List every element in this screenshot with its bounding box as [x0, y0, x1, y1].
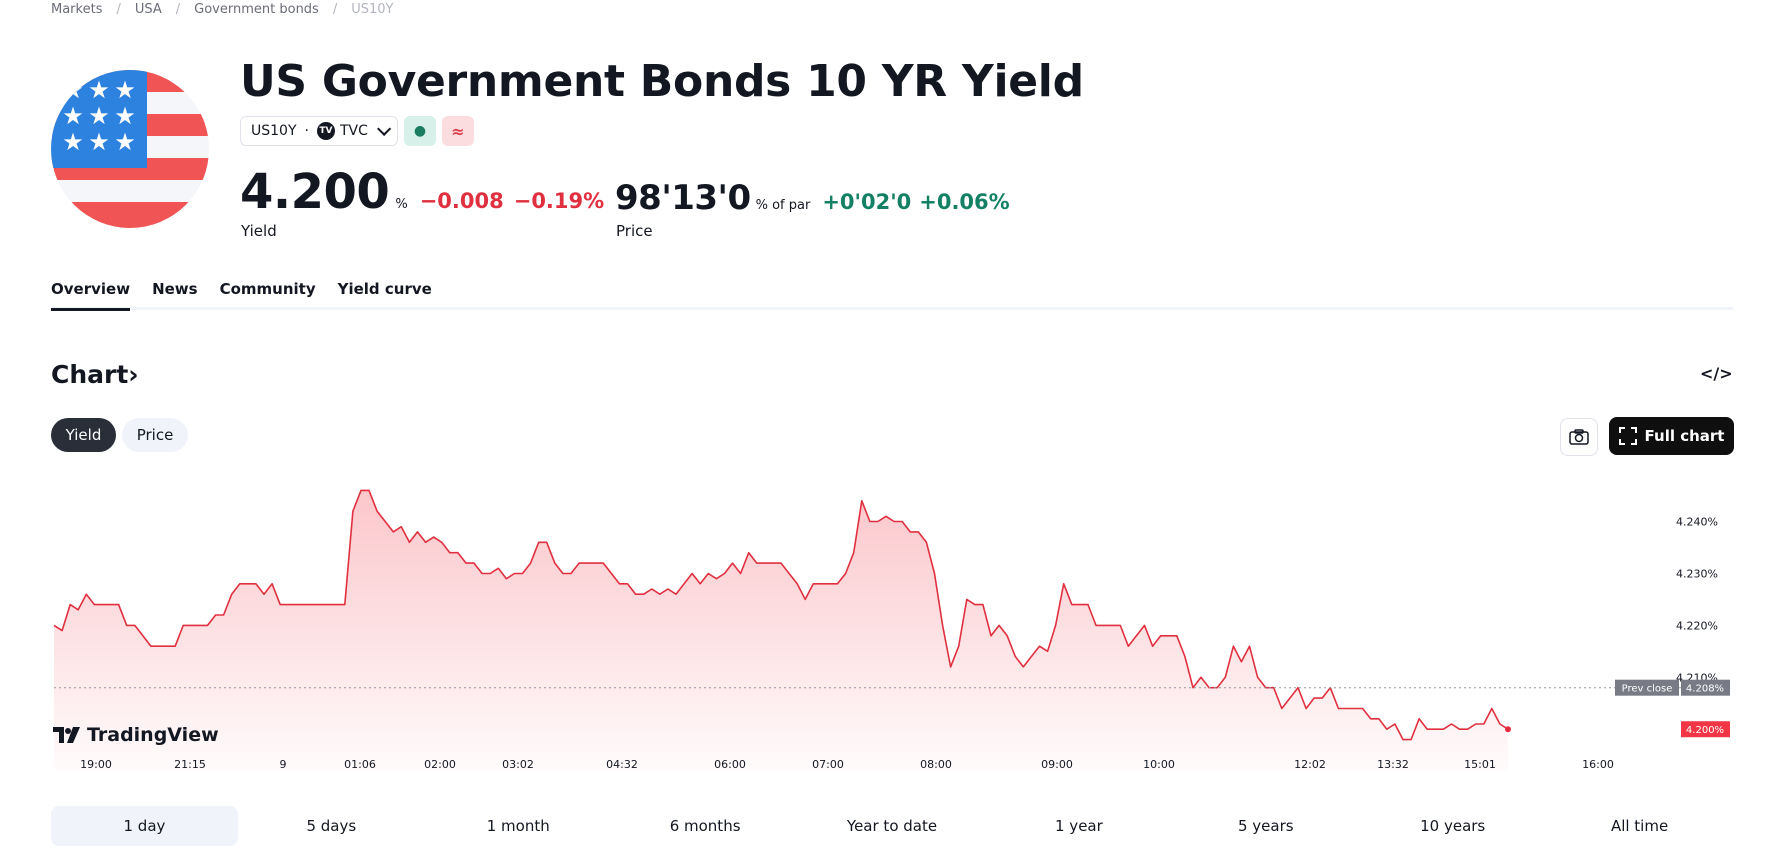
last-point — [1505, 726, 1511, 733]
breadcrumb-separator: / — [175, 2, 181, 17]
toggle-yield-button[interactable]: Yield — [51, 418, 116, 452]
x-tick-label: 04:32 — [606, 758, 638, 771]
yield-area — [54, 490, 1508, 770]
yield-unit: % — [395, 197, 408, 212]
range-1-year[interactable]: 1 year — [1055, 817, 1103, 835]
us-flag-icon: ★ ★ ★ ★ ★ ★ ★ ★ ★ — [51, 70, 209, 228]
embed-code-icon[interactable]: </> — [1700, 364, 1733, 383]
breadcrumb-current: US10Y — [351, 2, 394, 17]
delayed-data-badge[interactable]: ≈ — [442, 116, 474, 146]
range-5-days[interactable]: 5 days — [306, 817, 357, 835]
breadcrumb-government-bonds[interactable]: Government bonds — [194, 2, 319, 17]
price-change-percent: +0.06% — [919, 190, 1010, 214]
x-tick-label: 07:00 — [812, 758, 844, 771]
camera-icon — [1569, 429, 1589, 445]
x-tick-label: 10:00 — [1143, 758, 1175, 771]
exchange-name: TVC — [339, 123, 368, 139]
page-title: US Government Bonds 10 YR Yield — [240, 56, 1084, 107]
x-tick-label: 06:00 — [714, 758, 746, 771]
tradingview-badge-icon: TV — [316, 122, 335, 140]
prev-close-tag — [1615, 679, 1679, 696]
svg-text:★: ★ — [88, 76, 110, 104]
y-tick-label: 4.230% — [1676, 567, 1718, 580]
fullscreen-icon — [1618, 427, 1637, 445]
yield-label: Yield — [241, 222, 277, 240]
toggle-price-button[interactable]: Price — [122, 418, 188, 452]
tab-community[interactable]: Community — [219, 280, 316, 298]
x-tick-label: 19:00 — [80, 758, 112, 771]
range-10-years[interactable]: 10 years — [1420, 817, 1486, 835]
svg-text:★: ★ — [62, 128, 84, 156]
x-tick-label: 13:32 — [1377, 758, 1409, 771]
yield-chart[interactable]: 4.240%4.230%4.220%4.210% 19:00 21:15 9 01:0… — [0, 470, 1780, 780]
svg-text:★: ★ — [62, 102, 84, 130]
svg-text:★: ★ — [62, 76, 84, 104]
snapshot-button[interactable] — [1560, 418, 1598, 456]
tradingview-logo-icon — [53, 727, 80, 743]
yield-change: −0.008 — [419, 189, 504, 213]
tradingview-logo[interactable]: TradingView — [53, 724, 219, 746]
yield-change-percent: −0.19% — [513, 189, 605, 213]
tab-yield-curve[interactable]: Yield curve — [337, 280, 432, 298]
prev-close-label: Prev close — [1622, 684, 1673, 695]
x-tick-label: 16:00 — [1582, 758, 1614, 771]
svg-text:★: ★ — [114, 76, 136, 104]
market-status-badge[interactable]: ● — [404, 116, 436, 146]
svg-text:★: ★ — [88, 128, 110, 156]
yield-value: 4.200 — [240, 164, 390, 220]
symbol-code: US10Y — [251, 123, 297, 139]
prev-close-value-tag — [1681, 679, 1730, 696]
price-change: +0'02'0 — [822, 190, 912, 214]
price-quote: 98'13'0 % of par +0'02'0 +0.06% — [615, 178, 1010, 218]
section-tabs: Overview News Community Yield curve — [51, 280, 432, 311]
price-unit: % of par — [755, 198, 811, 213]
tabs-divider — [51, 307, 1733, 310]
price-value: 98'13'0 — [615, 178, 751, 218]
separator-dot: · — [304, 123, 309, 139]
breadcrumb-separator: / — [332, 2, 338, 17]
full-chart-button[interactable]: Full chart — [1609, 417, 1734, 455]
breadcrumb-separator: / — [116, 2, 121, 17]
range-year-to-date[interactable]: Year to date — [846, 817, 938, 835]
prev-close-value: 4.208% — [1686, 684, 1724, 695]
y-tick-label: 4.220% — [1676, 619, 1718, 632]
breadcrumb-usa[interactable]: USA — [134, 2, 162, 17]
range-selector: 1 day 5 days 1 month 6 months Year to da… — [51, 806, 1733, 846]
breadcrumb-markets[interactable]: Markets — [51, 2, 103, 17]
x-tick-label: 01:06 — [344, 758, 376, 771]
x-tick-label: 15:01 — [1464, 758, 1496, 771]
tab-overview[interactable]: Overview — [51, 280, 131, 311]
tradingview-logo-text: TradingView — [87, 724, 219, 746]
x-tick-label: 09:00 — [1041, 758, 1073, 771]
x-tick-label: 12:02 — [1294, 758, 1326, 771]
range-5-years[interactable]: 5 years — [1237, 817, 1294, 835]
x-tick-label: 08:00 — [920, 758, 952, 771]
last-value-label: 4.200% — [1686, 725, 1724, 736]
x-tick-label: 03:02 — [502, 758, 534, 771]
x-tick-label: 02:00 — [424, 758, 456, 771]
range-all-time[interactable]: All time — [1610, 817, 1669, 835]
symbol-selector[interactable]: US10Y · TV TVC — [240, 116, 398, 146]
y-tick-label: 4.240% — [1676, 516, 1718, 529]
x-tick-label: 21:15 — [174, 758, 206, 771]
yield-quote: 4.200 % −0.008 −0.19% — [240, 164, 604, 220]
svg-text:★: ★ — [88, 102, 110, 130]
chevron-right-icon: › — [128, 360, 139, 389]
x-tick-label: 9 — [280, 758, 287, 771]
range-1-month[interactable]: 1 month — [486, 817, 550, 835]
chevron-down-icon — [377, 121, 392, 136]
range-6-months[interactable]: 6 months — [669, 817, 741, 835]
chart-section-title[interactable]: Chart› — [51, 360, 139, 389]
breadcrumb: Markets / USA / Government bonds / US10Y — [51, 2, 393, 17]
full-chart-label: Full chart — [1644, 427, 1725, 445]
range-1-day[interactable]: 1 day — [51, 806, 238, 846]
last-value-tag — [1681, 721, 1730, 738]
svg-text:★: ★ — [114, 102, 136, 130]
tab-news[interactable]: News — [152, 280, 198, 298]
chart-title-text: Chart — [51, 360, 129, 389]
svg-text:★: ★ — [114, 128, 136, 156]
price-label: Price — [616, 222, 653, 240]
